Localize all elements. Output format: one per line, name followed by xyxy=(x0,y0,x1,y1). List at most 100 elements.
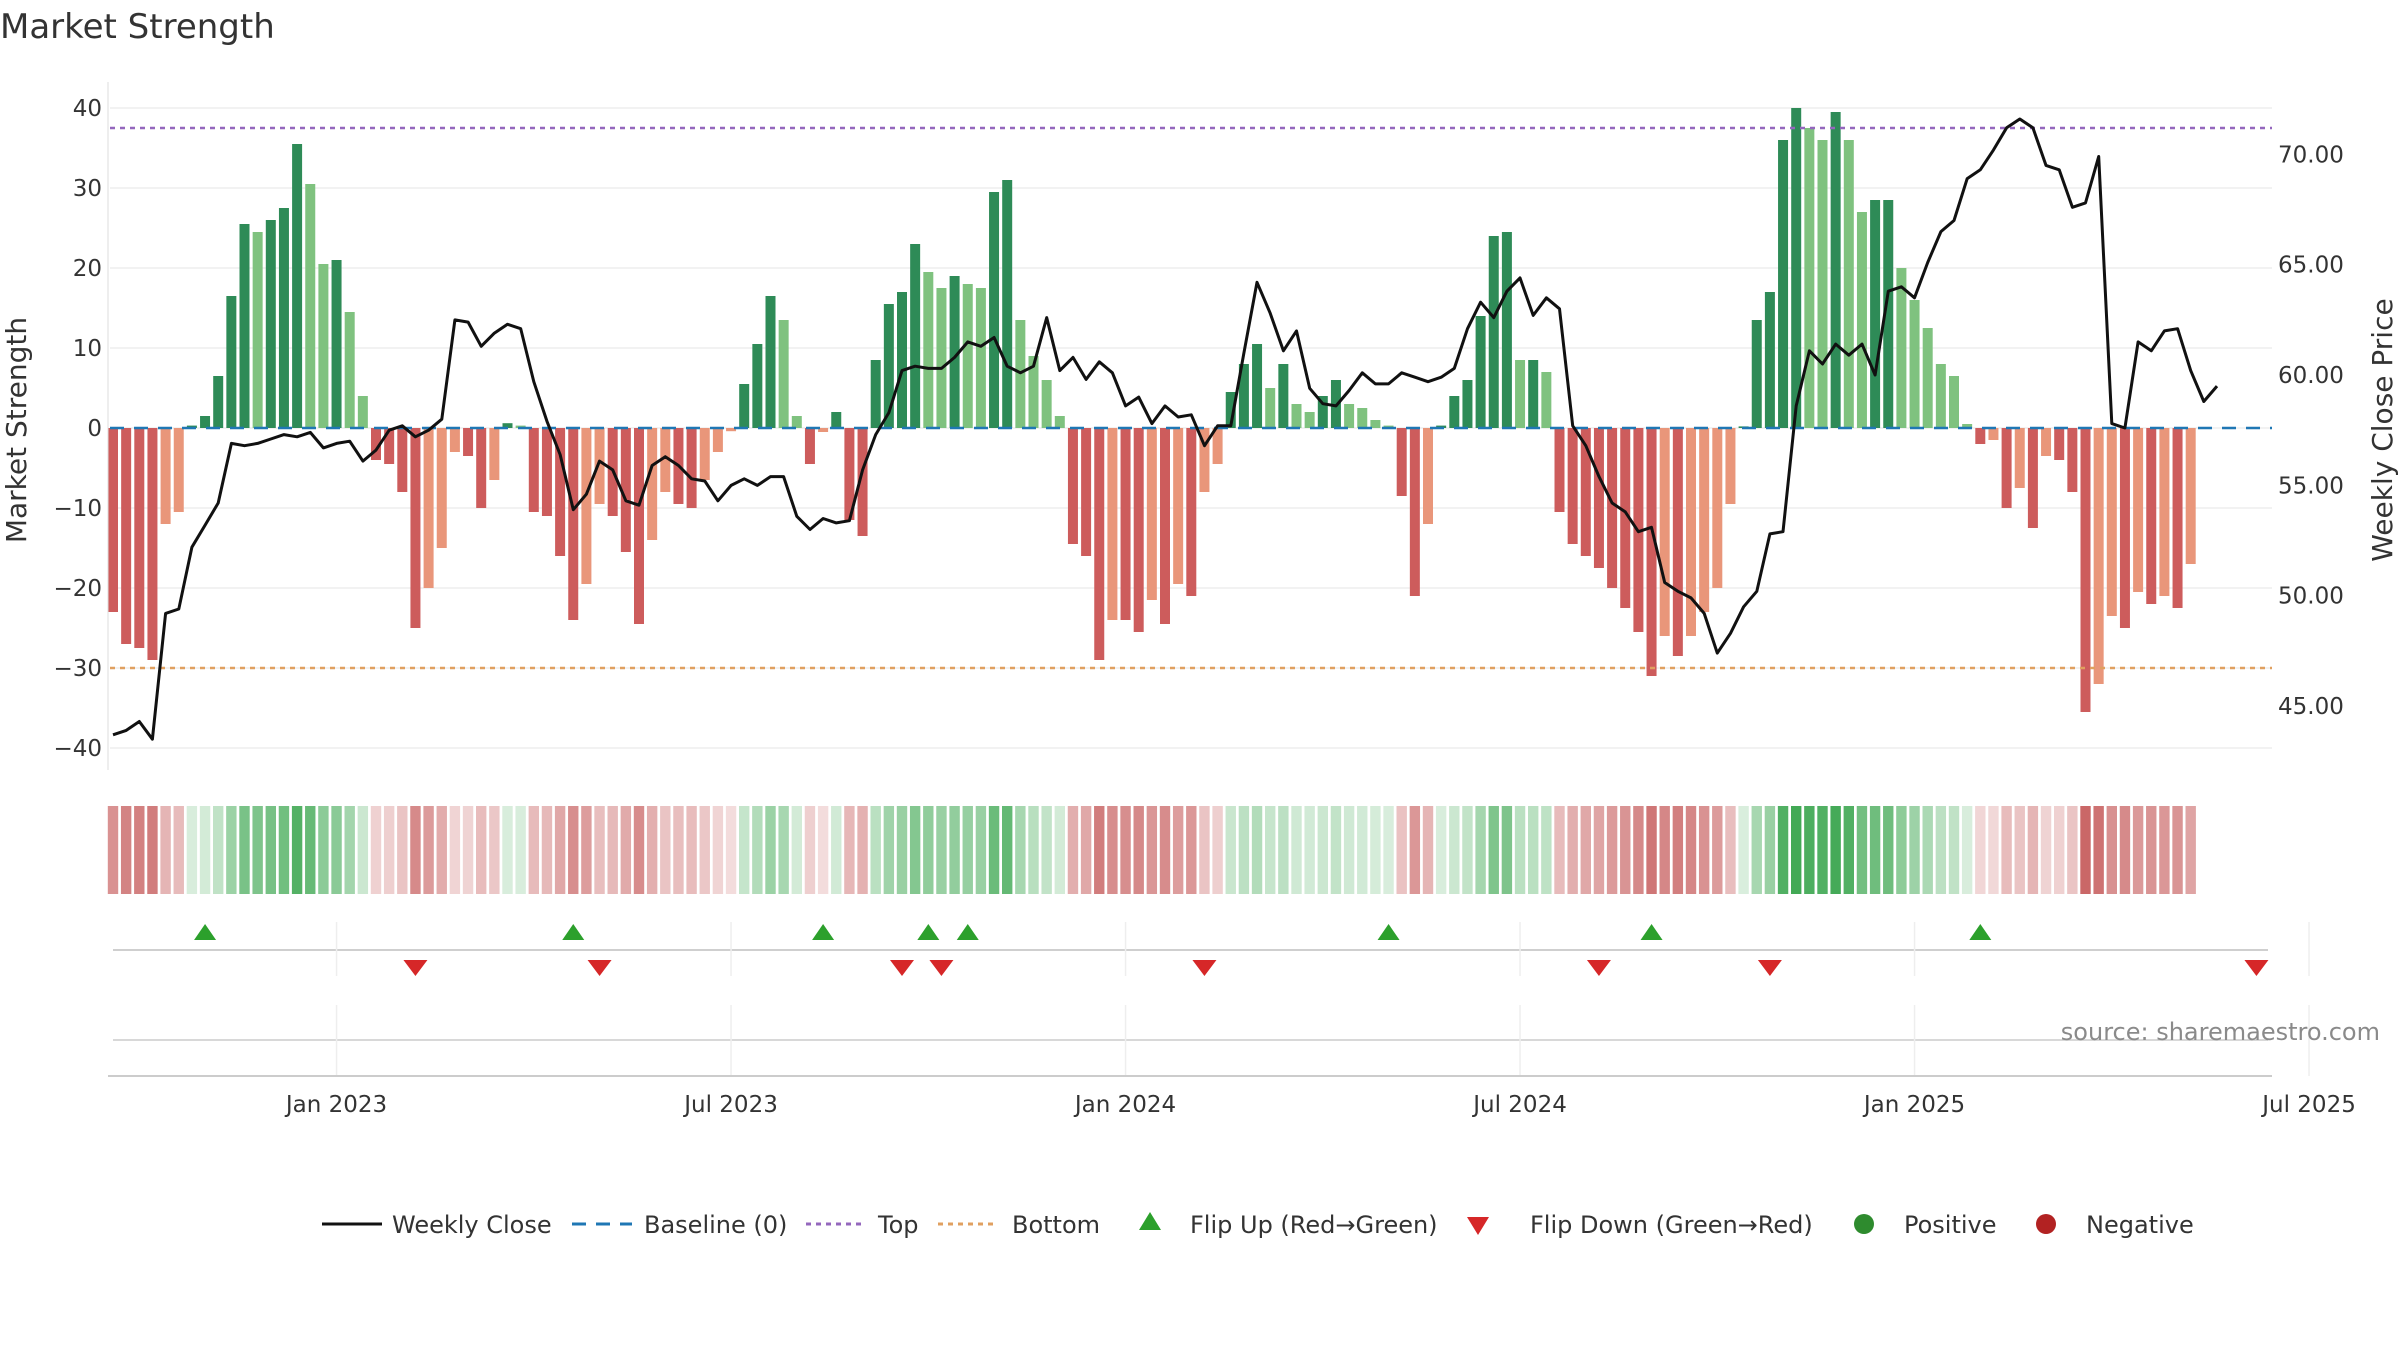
heat-strip-cell xyxy=(1961,806,1973,894)
heat-strip-cell xyxy=(1843,806,1854,894)
heat-strip-cell xyxy=(2001,806,2012,894)
legend-positive-dot-icon xyxy=(1854,1214,1874,1234)
strength-bar xyxy=(108,428,118,612)
heat-strip-cell xyxy=(134,806,145,894)
heat-strip-cell xyxy=(2159,806,2170,894)
strength-bar xyxy=(1528,360,1539,428)
heat-strip-cell xyxy=(1817,806,1828,894)
strength-bar xyxy=(1423,428,1433,524)
heat-strip-cell xyxy=(410,806,421,894)
legend-positive-label: Positive xyxy=(1904,1211,1997,1239)
strength-bar xyxy=(2119,428,2130,628)
strength-bar xyxy=(1146,428,1157,600)
heat-strip-cell xyxy=(1567,806,1578,894)
strength-bar xyxy=(791,416,802,428)
heat-strip-cell xyxy=(1199,806,1210,894)
heat-strip-cell xyxy=(1935,806,1947,894)
x-tick-label: Jul 2023 xyxy=(682,1092,778,1118)
strength-bar xyxy=(844,428,855,520)
strength-bar xyxy=(1791,108,1802,428)
heat-strip-cell xyxy=(1593,806,1605,894)
strength-bar xyxy=(778,320,789,428)
left-tick-label: −30 xyxy=(53,656,102,682)
heat-strip-cell xyxy=(1291,806,1302,894)
strength-bar xyxy=(344,312,355,428)
strength-bar xyxy=(1778,140,1789,428)
strength-bar xyxy=(962,284,973,428)
weekly-close-line-group xyxy=(112,117,2219,741)
strength-bar xyxy=(1659,428,1670,636)
strength-bar xyxy=(357,396,368,428)
strength-bar xyxy=(712,428,723,452)
heat-strip-cell xyxy=(2014,806,2025,894)
heat-strip-cell xyxy=(594,806,605,894)
heat-strip-cell xyxy=(515,806,526,894)
heat-strip-cell xyxy=(291,806,303,894)
heat-strip-cell xyxy=(1685,806,1697,894)
strength-bar xyxy=(1081,428,1092,556)
heat-strip-cell xyxy=(541,806,553,894)
strength-bar xyxy=(1357,408,1368,428)
right-tick-label: 45.00 xyxy=(2278,694,2344,720)
strength-bar xyxy=(1672,428,1683,656)
strength-bar xyxy=(1935,364,1946,428)
x-tick-label: Jul 2024 xyxy=(1471,1092,1567,1118)
heat-strip-cell xyxy=(699,806,710,894)
heat-strip-cell xyxy=(1988,806,1999,894)
heat-strip-cell xyxy=(725,806,737,894)
legend-flip-up-triangle-icon xyxy=(1139,1212,1161,1230)
strength-bar xyxy=(1054,416,1065,428)
heat-strip-cell xyxy=(107,806,119,894)
heat-strip-cell xyxy=(1462,806,1473,894)
strength-bar xyxy=(870,360,881,428)
strength-bar xyxy=(1949,376,1959,428)
strength-bar xyxy=(949,276,960,428)
left-tick-label: 10 xyxy=(73,336,102,362)
strength-bar xyxy=(1160,428,1170,624)
strength-bar xyxy=(1975,428,1986,444)
heat-strip-cell xyxy=(1501,806,1513,894)
strength-bar xyxy=(2093,428,2104,684)
strength-bar xyxy=(1107,428,1118,620)
heat-strip-cell xyxy=(1791,806,1802,894)
heat-strip-cell xyxy=(1712,806,1723,894)
right-axis-title: Weekly Close Price xyxy=(2366,298,2399,561)
legend-flip-up: Flip Up (Red→Green) xyxy=(1139,1211,1438,1239)
heat-strip-cell xyxy=(1330,806,1342,894)
strength-bar xyxy=(2014,428,2025,488)
heat-strip-cell xyxy=(1528,806,1539,894)
strength-bar xyxy=(1344,404,1355,428)
heat-strip-cell xyxy=(160,806,171,894)
strength-bar xyxy=(1883,200,1894,428)
heat-strip-cell xyxy=(1764,806,1776,894)
strength-bar xyxy=(2001,428,2012,508)
strength-bar xyxy=(449,428,460,452)
heat-strip-cell xyxy=(528,806,539,894)
heat-strip-cell xyxy=(1146,806,1158,894)
strength-bar xyxy=(1870,200,1881,428)
heat-strip-cell xyxy=(1620,806,1631,894)
strength-bar xyxy=(318,264,329,428)
left-tick-label: −20 xyxy=(53,576,102,602)
strength-bar xyxy=(541,428,552,516)
strength-bar xyxy=(1541,372,1552,428)
strength-bar xyxy=(581,428,592,584)
strength-bar xyxy=(1962,424,1973,428)
heat-strip-cell xyxy=(2054,806,2065,894)
strength-bar xyxy=(1554,428,1565,512)
flip-down-marker xyxy=(587,960,612,976)
flip-down-marker xyxy=(2244,960,2269,976)
strength-bar xyxy=(1922,328,1933,428)
strength-bar xyxy=(384,428,395,464)
heat-strip-cell xyxy=(607,806,618,894)
strength-bar xyxy=(1843,140,1854,428)
strength-bar xyxy=(2106,428,2117,616)
left-tick-label: −40 xyxy=(53,736,102,762)
heat-strip-cell xyxy=(2119,806,2131,894)
heat-strip-cell xyxy=(1646,806,1657,894)
flip-markers-panel xyxy=(113,922,2310,1076)
strength-bar xyxy=(2067,428,2078,492)
strength-bar xyxy=(1909,300,1920,428)
heat-strip-cell xyxy=(305,806,316,894)
